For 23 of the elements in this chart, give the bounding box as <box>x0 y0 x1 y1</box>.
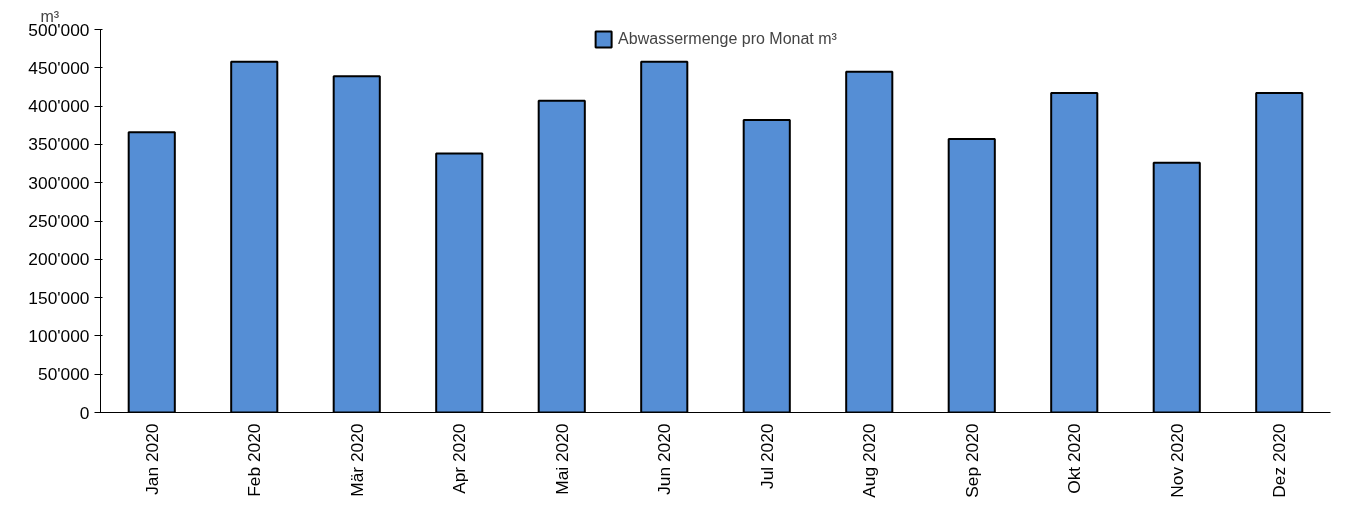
x-tick-label: Apr 2020 <box>449 423 470 494</box>
y-tick-label: 100'000 <box>28 325 90 346</box>
x-tick-label: Mär 2020 <box>346 423 367 497</box>
y-tick-label: 150'000 <box>28 287 90 308</box>
x-tick-label: Feb 2020 <box>244 423 265 497</box>
y-tick-label: 0 <box>79 402 90 423</box>
x-tick-label: Okt 2020 <box>1064 423 1085 494</box>
x-tick-label: Mai 2020 <box>551 423 572 495</box>
x-tick-label: Jan 2020 <box>141 423 162 495</box>
y-tick-label: 450'000 <box>28 57 90 78</box>
legend-label: Abwassermenge pro Monat m³ <box>618 30 837 48</box>
x-tick-label: Nov 2020 <box>1166 423 1187 498</box>
y-tick-label: 300'000 <box>28 172 90 193</box>
y-tick-label: 50'000 <box>38 364 90 385</box>
y-tick-label: 200'000 <box>28 249 90 270</box>
x-tick-label: Sep 2020 <box>961 423 982 498</box>
y-tick-label: 250'000 <box>28 211 90 231</box>
x-tick-label: Aug 2020 <box>859 423 880 498</box>
x-tick-label: Jul 2020 <box>756 423 777 490</box>
y-tick-label: 350'000 <box>28 134 90 155</box>
x-tick-label: Jun 2020 <box>654 423 675 495</box>
y-tick-label: 400'000 <box>28 96 90 117</box>
x-tick-label: Dez 2020 <box>1269 423 1290 498</box>
